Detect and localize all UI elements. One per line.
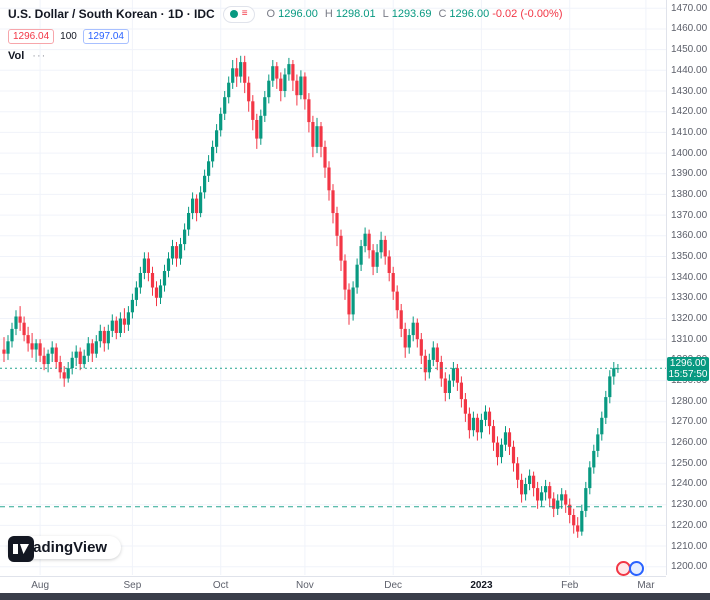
indicator-row: 1296.04 100 1297.04 <box>8 29 563 44</box>
close-label: C <box>438 8 447 20</box>
bottom-toolbar <box>0 593 710 600</box>
time-tick: Sep <box>123 580 142 591</box>
current-price-label: 1296.00 15:57:50 <box>667 357 709 382</box>
legend-icons[interactable]: ≡ <box>222 5 255 23</box>
price-box-blue[interactable]: 1297.04 <box>82 29 129 44</box>
high-label: H <box>324 8 333 20</box>
ma-length-label[interactable]: 100 <box>60 31 77 42</box>
red-list-icon: ≡ <box>241 8 248 19</box>
price-tick: 1240.00 <box>671 478 708 490</box>
price-tick: 1220.00 <box>671 519 708 531</box>
symbol-title[interactable]: U.S. Dollar / South Korean · 1D · IDC <box>8 7 215 21</box>
time-tick: Feb <box>561 580 579 591</box>
price-tick: 1430.00 <box>671 85 708 97</box>
time-axis[interactable]: Aug Sep Oct Nov Dec 2023 Feb Mar <box>0 576 666 593</box>
price-tick: 1460.00 <box>671 23 708 35</box>
price-tick: 1320.00 <box>671 313 708 325</box>
price-tick: 1270.00 <box>671 416 708 428</box>
ohlc-readout: O 1296.00 H 1298.01 L 1293.69 C 1296.00 -0.0… <box>263 8 563 20</box>
price-tick: 1260.00 <box>671 437 708 449</box>
time-tick: Dec <box>384 580 403 591</box>
tradingview-wordmark: TradingView <box>19 539 108 556</box>
price-tick: 1250.00 <box>671 457 708 469</box>
open-label: O <box>266 8 276 20</box>
price-tick: 1380.00 <box>671 188 708 200</box>
current-price-value: 1296.00 <box>669 358 707 370</box>
price-tick: 1470.00 <box>671 2 708 14</box>
time-tick: Aug <box>31 580 50 591</box>
price-tick: 1390.00 <box>671 168 708 180</box>
low-label: L <box>382 8 389 20</box>
price-tick: 1400.00 <box>671 147 708 159</box>
volume-label[interactable]: Vol <box>8 50 25 62</box>
price-tick: 1370.00 <box>671 209 708 221</box>
symbol-row: U.S. Dollar / South Korean · 1D · IDC ≡ … <box>8 5 563 23</box>
price-tick: 1210.00 <box>671 540 708 552</box>
price-tick: 1230.00 <box>671 499 708 511</box>
volume-row: Vol ··· <box>8 50 563 62</box>
more-options-icon[interactable]: ··· <box>32 50 47 62</box>
price-tick: 1340.00 <box>671 271 708 283</box>
price-tick: 1280.00 <box>671 395 708 407</box>
price-box-red[interactable]: 1296.04 <box>8 29 55 44</box>
price-tick: 1450.00 <box>671 44 708 56</box>
bottom-right-icons[interactable] <box>616 561 644 576</box>
time-tick: 2023 <box>470 580 493 591</box>
change-value: -0.02 (-0.00%) <box>492 8 563 20</box>
candlestick-chart[interactable] <box>0 0 666 575</box>
price-tick: 1350.00 <box>671 250 708 262</box>
time-tick: Mar <box>637 580 655 591</box>
chart-pane[interactable]: U.S. Dollar / South Korean · 1D · IDC ≡ … <box>0 0 667 576</box>
tradingview-logo[interactable]: TradingView <box>8 536 122 562</box>
legend: U.S. Dollar / South Korean · 1D · IDC ≡ … <box>8 5 563 62</box>
price-axis[interactable]: 1470.00 1460.00 1450.00 1440.00 1430.00 1420.… <box>667 0 710 575</box>
open-value: 1296.00 <box>278 8 318 20</box>
price-tick: 1410.00 <box>671 126 708 138</box>
blue-circle-icon <box>629 561 644 576</box>
high-value: 1298.01 <box>335 8 376 20</box>
close-value: 1296.00 <box>449 8 490 20</box>
time-tick: Oct <box>212 580 229 591</box>
price-tick: 1330.00 <box>671 292 708 304</box>
price-tick: 1200.00 <box>671 561 708 573</box>
green-dot-icon <box>229 10 238 18</box>
time-tick: Nov <box>296 580 314 591</box>
low-value: 1293.69 <box>391 8 432 20</box>
price-tick: 1310.00 <box>671 333 708 345</box>
price-tick: 1440.00 <box>671 64 708 76</box>
price-tick: 1420.00 <box>671 106 708 118</box>
price-tick: 1360.00 <box>671 230 708 242</box>
bar-countdown: 15:57:50 <box>668 369 708 381</box>
